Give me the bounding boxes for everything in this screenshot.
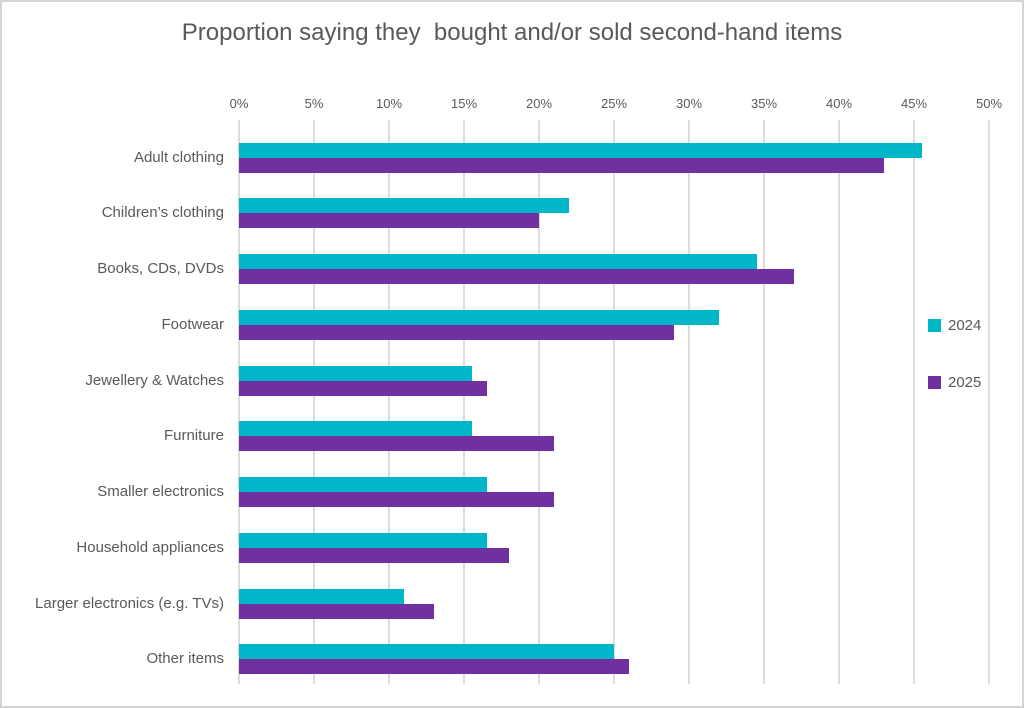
- bar-2025: [239, 380, 487, 396]
- bar-2024: [239, 421, 472, 437]
- x-axis-tick-label: 50%: [975, 96, 1003, 111]
- category-label: Smaller electronics: [97, 483, 224, 500]
- legend-label-2025: 2025: [948, 373, 982, 391]
- category-label: Books, CDs, DVDs: [97, 260, 224, 277]
- category-label: Jewellery & Watches: [85, 371, 224, 389]
- bar-2025: [239, 324, 674, 340]
- x-axis-tick-label: 20%: [525, 96, 553, 111]
- category-label: Children’s clothing: [101, 204, 224, 222]
- x-axis-tick-label: 10%: [375, 96, 403, 111]
- gridline-10: [388, 120, 390, 684]
- category-label: Furniture: [163, 427, 224, 445]
- x-axis-tick-label: 30%: [675, 96, 703, 111]
- chart-title: Proportion saying they bought and/or sol…: [181, 19, 843, 46]
- bar-2025: [239, 269, 794, 284]
- gridline-50: [988, 120, 990, 684]
- legend-swatch-2025-icon: [928, 375, 941, 389]
- legend-label-2024: 2024: [948, 316, 982, 334]
- bar-2024: [239, 309, 719, 325]
- bar-2025: [239, 603, 434, 619]
- category-label: Household appliances: [76, 538, 224, 556]
- x-axis-tick-label: 0%: [229, 96, 249, 111]
- gridline-15: [463, 120, 465, 684]
- bar-2024: [239, 142, 922, 158]
- bar-2024: [239, 477, 487, 492]
- gridline-45: [913, 120, 915, 684]
- legend-swatch-2024-icon: [928, 318, 941, 332]
- gridline-20: [538, 120, 540, 684]
- category-label: Larger electronics (e.g. TVs): [35, 594, 224, 612]
- plot-area: [238, 120, 990, 684]
- category-label: Adult clothing: [133, 148, 224, 166]
- bar-2024: [239, 644, 614, 660]
- x-axis-tick-label: 15%: [450, 96, 478, 111]
- gridline-30: [688, 120, 690, 684]
- category-label: Footwear: [161, 315, 224, 333]
- bar-2024: [239, 365, 472, 381]
- x-axis-tick-label: 45%: [900, 96, 928, 111]
- bar-2024: [239, 198, 569, 214]
- bar-2024: [239, 588, 404, 604]
- bar-2024: [239, 532, 487, 548]
- gridline-25: [613, 120, 615, 684]
- bar-2025: [239, 157, 884, 173]
- gridline-40: [838, 120, 840, 684]
- gridline-5: [313, 120, 315, 684]
- legend-item-2024: 2024: [928, 316, 981, 334]
- bar-2025: [239, 547, 509, 563]
- bar-2025: [239, 492, 554, 507]
- gridline-35: [763, 120, 765, 684]
- x-axis-tick-label: 35%: [750, 96, 778, 111]
- bar-2025: [239, 436, 554, 452]
- x-axis-tick-label: 5%: [304, 96, 324, 111]
- x-axis-tick-label: 40%: [825, 96, 853, 111]
- x-axis-tick-label: 25%: [600, 96, 628, 111]
- gridline-0: [238, 120, 240, 684]
- category-label: Other items: [146, 650, 224, 668]
- legend-item-2025: 2025: [928, 373, 981, 391]
- bar-2024: [239, 254, 757, 269]
- bar-2025: [239, 213, 539, 229]
- bar-2025: [239, 659, 629, 675]
